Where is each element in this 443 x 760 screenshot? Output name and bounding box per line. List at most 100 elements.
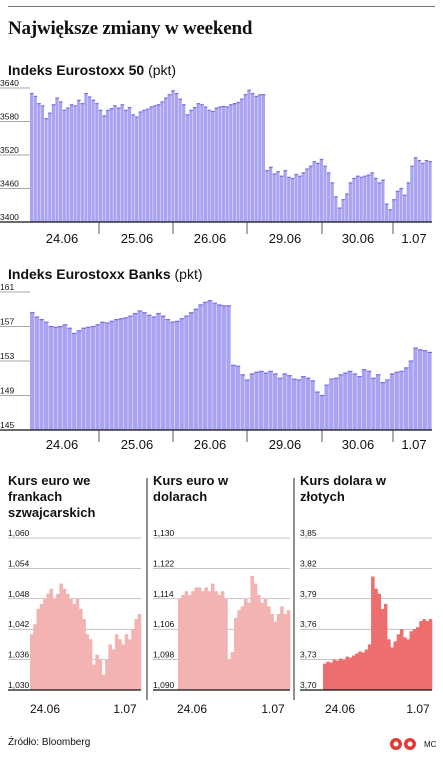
c1-bar bbox=[341, 199, 345, 222]
c3-bar bbox=[30, 634, 34, 690]
c1-bar bbox=[326, 172, 331, 222]
c5-ytick-3: 3,79 bbox=[300, 589, 317, 599]
c4-bar bbox=[224, 598, 228, 690]
c2-bar bbox=[132, 313, 138, 430]
c1-bar bbox=[265, 170, 269, 222]
c1-xtick-1: 25.06 bbox=[121, 231, 154, 246]
c3-bar bbox=[134, 619, 139, 690]
c4-bar bbox=[280, 606, 284, 690]
c3-xtick-1: 1.07 bbox=[113, 702, 137, 716]
c2-bar bbox=[72, 333, 77, 430]
c1-bar bbox=[48, 113, 52, 222]
c2-bar bbox=[324, 385, 329, 430]
c5-bar bbox=[415, 627, 420, 690]
c2-bar bbox=[371, 378, 376, 430]
c2-bar bbox=[100, 322, 105, 430]
c2-ytick-3: 157 bbox=[0, 317, 14, 327]
c2-bar bbox=[240, 374, 245, 430]
c3-bar bbox=[92, 664, 96, 690]
c1-bar bbox=[403, 195, 407, 222]
c4-ytick-3: 1,114 bbox=[153, 589, 174, 599]
c1-bar bbox=[95, 103, 99, 222]
c2-bar bbox=[235, 366, 240, 430]
c1-bar bbox=[388, 209, 392, 222]
c4-bar bbox=[191, 591, 195, 690]
c1-bar bbox=[330, 182, 334, 222]
c4-bar bbox=[286, 610, 291, 690]
c2-bar bbox=[212, 303, 217, 430]
c3-bar bbox=[56, 593, 60, 690]
c3-bar bbox=[59, 583, 63, 690]
c1-bar bbox=[384, 204, 389, 222]
c3-bar bbox=[43, 598, 47, 690]
c1-bar bbox=[308, 166, 313, 222]
c2-bar bbox=[305, 378, 311, 430]
c3-bar bbox=[39, 603, 44, 690]
c2-bar bbox=[86, 327, 91, 430]
c5-bar bbox=[403, 637, 407, 690]
c5-bar bbox=[323, 663, 327, 690]
c1-bar bbox=[413, 157, 418, 222]
c4-bar bbox=[178, 598, 182, 690]
c1-bar bbox=[160, 101, 164, 222]
c3-xtick-0: 24.06 bbox=[30, 702, 60, 716]
c5-bar bbox=[419, 621, 423, 690]
c4-xtick-0: 24.06 bbox=[177, 702, 207, 716]
c1-ytick-4: 3640 bbox=[0, 78, 19, 88]
c2-bar bbox=[128, 316, 133, 430]
c2-bar bbox=[118, 318, 124, 430]
c1-bar bbox=[171, 90, 175, 223]
c2-bar bbox=[333, 378, 339, 430]
c2-bar bbox=[170, 322, 175, 430]
c2-bar bbox=[226, 305, 231, 430]
c1-ytick-1: 3460 bbox=[0, 179, 19, 189]
c1-bar bbox=[298, 176, 302, 222]
c1-bar bbox=[80, 103, 84, 222]
c1-bar bbox=[185, 114, 189, 222]
c5-ytick-4: 3,82 bbox=[300, 558, 317, 568]
c1-bar bbox=[203, 106, 208, 222]
c1-bar bbox=[290, 178, 294, 222]
c1-bar bbox=[207, 110, 211, 222]
c1-bar bbox=[91, 100, 95, 222]
c4-bar bbox=[184, 591, 189, 690]
c3-bar bbox=[85, 634, 90, 690]
c1-bar bbox=[106, 110, 110, 222]
c1-bar bbox=[153, 105, 157, 222]
c1-bar bbox=[113, 105, 117, 222]
c4-bar bbox=[227, 659, 232, 690]
c4-ytick-0: 1,090 bbox=[153, 680, 175, 690]
c1-bar bbox=[66, 108, 70, 222]
c1-bar bbox=[229, 104, 233, 222]
chart1-title-text: Indeks Eurostoxx 50 bbox=[8, 62, 145, 78]
c3-ytick-0: 1,030 bbox=[8, 680, 30, 690]
c2-bar bbox=[160, 316, 166, 430]
c1-bar bbox=[225, 106, 229, 222]
c2-bar bbox=[385, 379, 390, 430]
c3-bar bbox=[124, 634, 129, 690]
c4-bar bbox=[257, 595, 261, 690]
c3-bar bbox=[75, 598, 80, 690]
c3-ytick-3: 1,048 bbox=[8, 589, 30, 599]
c1-bar bbox=[120, 104, 124, 222]
c1-bar bbox=[135, 117, 139, 222]
chart2-unit: (pkt) bbox=[174, 266, 203, 282]
c1-bar bbox=[232, 103, 237, 222]
c3-bar bbox=[72, 603, 77, 690]
c2-bar bbox=[151, 317, 156, 430]
c1-bar bbox=[131, 114, 135, 222]
chart3-title: Kurs euro we frankach szwajcarskich bbox=[8, 473, 96, 520]
c3-bar bbox=[49, 588, 54, 690]
c1-bar bbox=[334, 196, 338, 222]
c3-bar bbox=[108, 644, 112, 690]
c5-bar bbox=[396, 634, 401, 690]
c2-ytick-1: 149 bbox=[0, 386, 14, 396]
c2-bar bbox=[315, 392, 320, 430]
c2-bar bbox=[394, 372, 399, 430]
c2-bar bbox=[44, 322, 49, 430]
c1-bar bbox=[156, 104, 160, 222]
c2-bar bbox=[427, 352, 432, 430]
c5-bar bbox=[393, 641, 398, 690]
c1-bar bbox=[200, 104, 204, 222]
chart1-title: Indeks Eurostoxx 50 (pkt) bbox=[8, 62, 176, 78]
